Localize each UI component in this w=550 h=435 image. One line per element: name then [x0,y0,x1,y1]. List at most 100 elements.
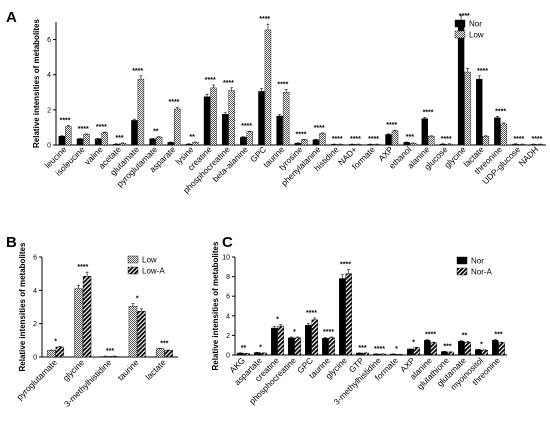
bar [128,305,138,358]
bar [240,136,247,146]
bar [260,352,267,356]
bar [481,349,488,356]
x-tick-label: 3-methylhistidine [62,357,114,409]
significance-label: *** [160,340,168,347]
significance-label: **** [169,99,180,106]
bar [441,351,448,356]
bar [464,342,471,356]
legend-swatch [454,30,466,39]
bar [246,131,254,146]
bar [475,349,482,356]
y-tick-label: 0 [226,353,230,360]
significance-label: **** [423,109,434,116]
bar [373,353,380,356]
bar [149,138,156,146]
bar [82,275,92,358]
significance-label: * [136,296,139,303]
bar [83,134,90,146]
bar [322,338,329,356]
bar [424,340,431,356]
significance-label: *** [406,134,414,141]
significance-label: ** [462,333,468,340]
significance-label: ** [153,129,159,136]
significance-label: * [293,329,296,336]
panel-letter: A [6,9,17,26]
bar [421,118,428,146]
bar [362,352,369,356]
panel-letter: B [6,234,17,251]
significance-label: **** [277,82,288,89]
significance-label: **** [306,310,317,317]
significance-label: * [276,317,279,324]
bar [277,325,284,356]
bar [271,327,278,356]
x-tick-label: taurine [115,357,140,382]
y-axis-label: Relative intensities of metabolites [18,242,27,371]
legend-swatch [456,267,468,276]
significance-label: ** [241,345,247,352]
significance-label: **** [477,68,488,75]
significance-label: **** [441,136,452,143]
bar [428,136,435,146]
bar [110,356,119,358]
bar [458,341,465,356]
significance-label: **** [531,136,542,143]
bar [500,123,508,146]
significance-label: **** [425,332,436,339]
bar [385,134,392,146]
bar [305,324,312,356]
bar [192,142,199,146]
y-tick-label: 0 [33,355,37,362]
bar [164,350,173,358]
bar [337,144,344,146]
significance-label: *** [358,345,366,352]
bar [131,120,138,146]
legend-label: Nor [471,257,484,266]
bar [137,310,146,358]
y-tick-label: 4 [33,288,37,295]
bar [403,142,410,146]
bar [464,71,471,146]
bar [47,350,56,358]
significance-label: **** [314,125,325,132]
bar [228,90,235,146]
y-tick-label: 6 [47,37,51,44]
bar [155,348,165,358]
y-tick-label: 2 [33,321,37,328]
significance-label: * [54,339,57,346]
significance-label: **** [241,123,252,130]
bar [355,144,362,146]
legend-label: Nor [469,20,482,29]
bar [312,139,320,146]
bar [379,353,386,356]
x-tick-label: glycine [61,357,87,383]
legend-swatch [454,19,466,28]
bar [319,133,326,146]
significance-label: **** [340,262,351,269]
significance-label: *** [443,343,451,350]
bar [237,352,244,356]
significance-label: * [412,339,415,346]
significance-label: **** [459,13,470,20]
legend-swatch [127,266,139,275]
bar [391,130,399,146]
y-tick-label: 10 [222,255,230,262]
significance-label: **** [205,77,216,84]
bar [409,143,417,146]
bar [155,136,163,146]
bar [203,96,211,146]
significance-label: * [480,341,483,348]
y-axis-label: Relative intensities of metabolites [211,241,220,370]
legend-swatch [127,255,139,264]
bar [65,126,72,146]
bar [373,144,381,146]
significance-label: * [395,346,398,353]
bar [518,144,526,146]
bar [101,132,108,146]
bar [457,21,465,146]
bar [221,114,229,146]
bar [482,136,489,146]
significance-label: **** [374,346,385,353]
